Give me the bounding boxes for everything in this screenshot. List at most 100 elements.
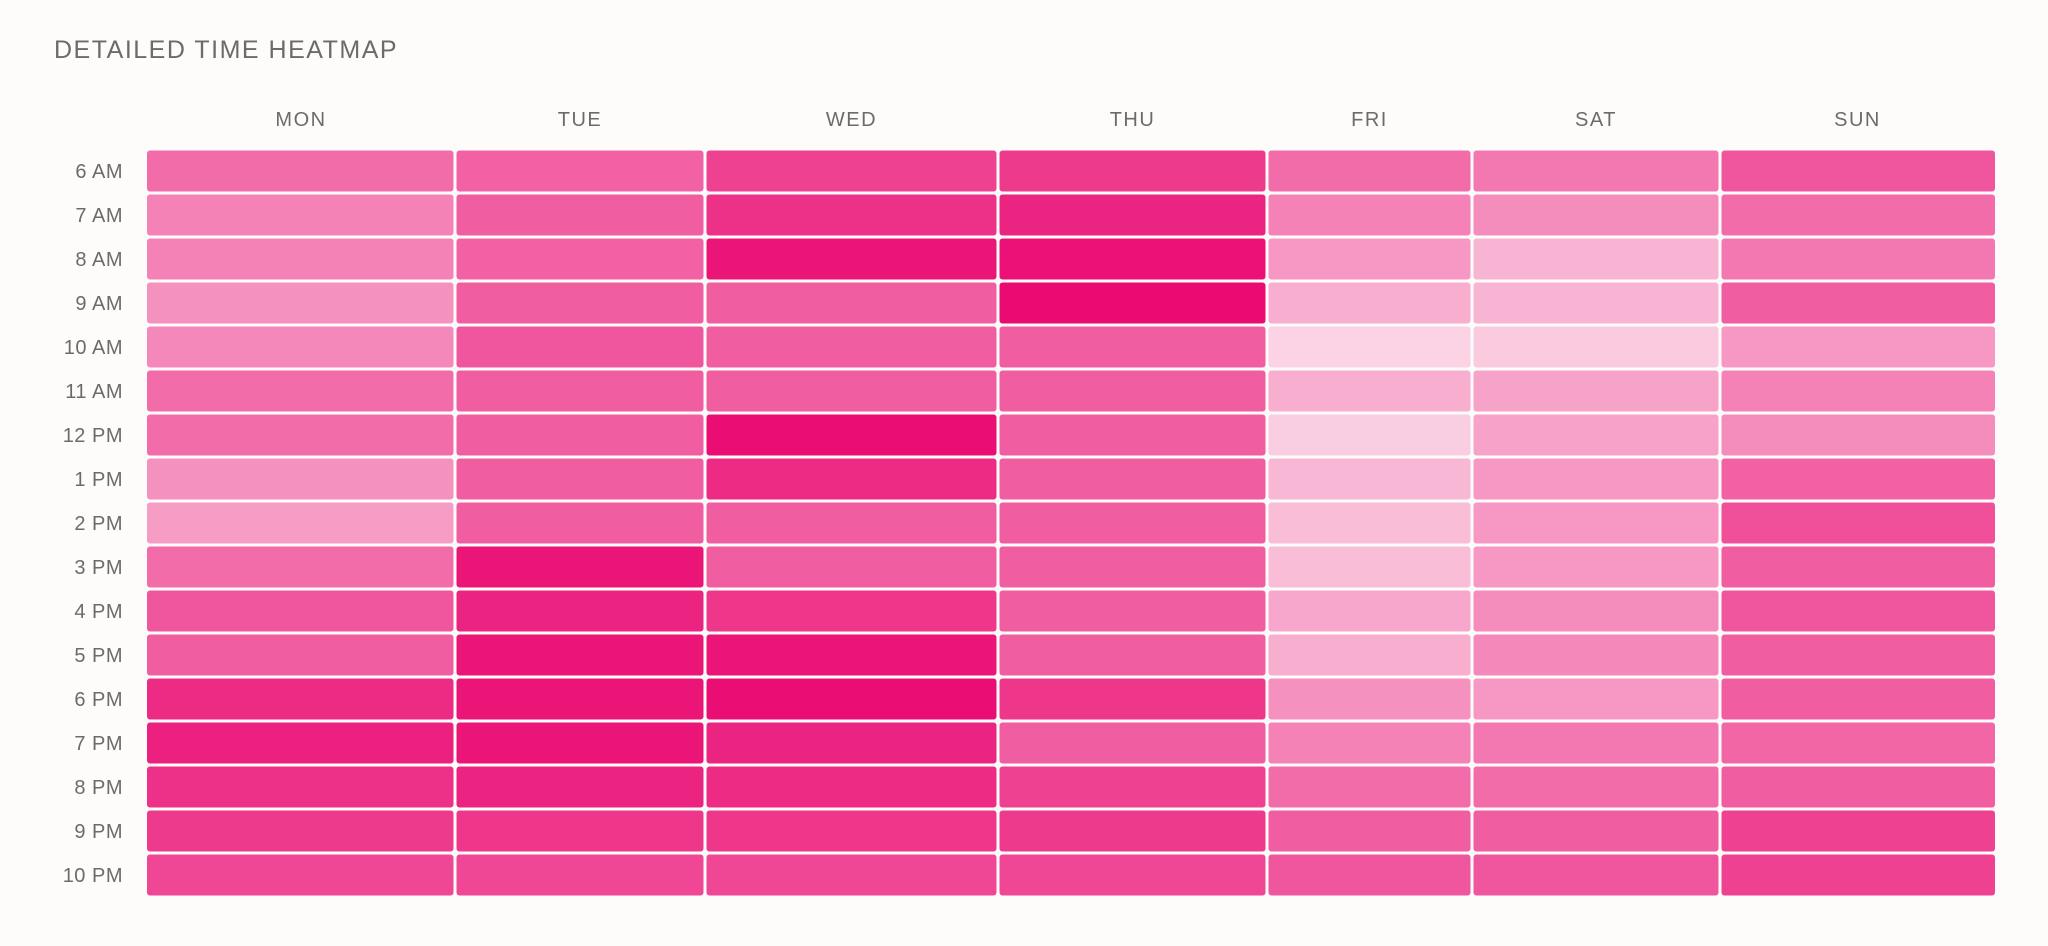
heatmap-cell-thu-7-pm (999, 722, 1266, 764)
heatmap-cell-sat-1-pm (1473, 458, 1719, 500)
heatmap-cell-wed-2-pm (706, 502, 997, 544)
heatmap-cell-tue-3-pm (456, 546, 704, 588)
heatmap-cell-wed-9-am (706, 282, 997, 324)
heatmap-cell-sun-1-pm (1721, 458, 1995, 500)
row-labels: 6 AM 7 AM 8 AM 9 AM 10 AM 11 AM 12 PM 1 PM 2 PM 3… (63, 161, 123, 887)
column-label-tue: TUE (558, 109, 603, 131)
heatmap-cell-thu-6-am (999, 150, 1266, 192)
heatmap-cell-wed-12-pm (706, 414, 997, 456)
column-label-sat: SAT (1575, 109, 1617, 131)
heatmap-cell-fri-8-am (1268, 238, 1471, 280)
heatmap-cell-sun-10-am (1721, 326, 1995, 368)
row-label-7-pm: 7 PM (74, 733, 123, 755)
heatmap-cell-tue-1-pm (456, 458, 704, 500)
column-label-mon: MON (275, 109, 326, 131)
heatmap-cell-wed-3-pm (706, 546, 997, 588)
heatmap-cell-sat-8-am (1473, 238, 1719, 280)
heatmap-cell-sat-6-am (1473, 150, 1719, 192)
heatmap-cell-tue-6-pm (456, 678, 704, 720)
heatmap-cell-mon-6-am (147, 150, 454, 192)
heatmap-cell-sat-2-pm (1473, 502, 1719, 544)
row-label-8-pm: 8 PM (74, 777, 123, 799)
heatmap-cell-tue-9-am (456, 282, 704, 324)
heatmap-cell-thu-11-am (999, 370, 1266, 412)
column-label-wed: WED (826, 109, 877, 131)
row-label-8-am: 8 AM (75, 249, 123, 271)
heatmap-cell-tue-10-am (456, 326, 704, 368)
row-label-12-pm: 12 PM (63, 425, 123, 447)
heatmap-cell-sun-4-pm (1721, 590, 1995, 632)
heatmap-cell-tue-8-am (456, 238, 704, 280)
heatmap-cell-thu-10-pm (999, 854, 1266, 896)
heatmap-cell-fri-11-am (1268, 370, 1471, 412)
row-label-10-pm: 10 PM (63, 865, 123, 887)
row-label-2-pm: 2 PM (74, 513, 123, 535)
heatmap-cell-mon-12-pm (147, 414, 454, 456)
heatmap-cell-wed-9-pm (706, 810, 997, 852)
heatmap-cell-wed-8-am (706, 238, 997, 280)
heatmap-cells (147, 150, 1995, 896)
heatmap-cell-mon-7-am (147, 194, 454, 236)
heatmap-cell-sun-5-pm (1721, 634, 1995, 676)
heatmap-cell-fri-10-am (1268, 326, 1471, 368)
heatmap-cell-wed-7-pm (706, 722, 997, 764)
heatmap-cell-tue-7-pm (456, 722, 704, 764)
heatmap-cell-sat-4-pm (1473, 590, 1719, 632)
heatmap-cell-tue-2-pm (456, 502, 704, 544)
column-label-fri: FRI (1351, 109, 1388, 131)
row-label-7-am: 7 AM (75, 205, 123, 227)
heatmap-cell-mon-8-pm (147, 766, 454, 808)
heatmap-cell-sat-10-pm (1473, 854, 1719, 896)
heatmap-cell-mon-10-pm (147, 854, 454, 896)
heatmap-cell-sat-12-pm (1473, 414, 1719, 456)
heatmap-cell-sun-6-pm (1721, 678, 1995, 720)
heatmap-cell-mon-1-pm (147, 458, 454, 500)
heatmap-cell-wed-1-pm (706, 458, 997, 500)
row-label-5-pm: 5 PM (74, 645, 123, 667)
chart-title: DETAILED TIME HEATMAP (54, 36, 399, 64)
row-label-11-am: 11 AM (65, 381, 123, 403)
heatmap-cell-sun-2-pm (1721, 502, 1995, 544)
heatmap-cell-sat-8-pm (1473, 766, 1719, 808)
heatmap-cell-tue-8-pm (456, 766, 704, 808)
heatmap-cell-sat-3-pm (1473, 546, 1719, 588)
heatmap-cell-thu-2-pm (999, 502, 1266, 544)
heatmap-cell-thu-9-am (999, 282, 1266, 324)
heatmap-cell-thu-7-am (999, 194, 1266, 236)
heatmap-cell-thu-6-pm (999, 678, 1266, 720)
heatmap-cell-tue-6-am (456, 150, 704, 192)
heatmap-cell-mon-3-pm (147, 546, 454, 588)
heatmap-cell-sun-9-pm (1721, 810, 1995, 852)
heatmap-cell-thu-12-pm (999, 414, 1266, 456)
heatmap-cell-mon-6-pm (147, 678, 454, 720)
heatmap-cell-fri-6-am (1268, 150, 1471, 192)
heatmap-cell-mon-2-pm (147, 502, 454, 544)
heatmap-cell-sat-5-pm (1473, 634, 1719, 676)
heatmap-cell-tue-12-pm (456, 414, 704, 456)
heatmap-cell-mon-4-pm (147, 590, 454, 632)
heatmap-cell-sun-3-pm (1721, 546, 1995, 588)
heatmap-cell-thu-1-pm (999, 458, 1266, 500)
heatmap-cell-thu-5-pm (999, 634, 1266, 676)
heatmap-cell-fri-4-pm (1268, 590, 1471, 632)
heatmap-cell-wed-8-pm (706, 766, 997, 808)
heatmap-cell-sat-9-pm (1473, 810, 1719, 852)
row-label-3-pm: 3 PM (74, 557, 123, 579)
heatmap-cell-sun-7-am (1721, 194, 1995, 236)
row-label-6-am: 6 AM (75, 161, 123, 183)
heatmap-cell-mon-7-pm (147, 722, 454, 764)
column-label-sun: SUN (1834, 109, 1881, 131)
heatmap-cell-sat-6-pm (1473, 678, 1719, 720)
row-label-1-pm: 1 PM (74, 469, 123, 491)
column-labels: MON TUE WED THU FRI SAT SUN (275, 109, 1881, 131)
heatmap-cell-wed-5-pm (706, 634, 997, 676)
heatmap-cell-sun-7-pm (1721, 722, 1995, 764)
heatmap-cell-thu-3-pm (999, 546, 1266, 588)
heatmap-cell-fri-5-pm (1268, 634, 1471, 676)
heatmap-cell-fri-8-pm (1268, 766, 1471, 808)
heatmap-cell-mon-5-pm (147, 634, 454, 676)
heatmap-cell-sat-7-am (1473, 194, 1719, 236)
heatmap-cell-wed-6-am (706, 150, 997, 192)
heatmap-cell-fri-9-pm (1268, 810, 1471, 852)
